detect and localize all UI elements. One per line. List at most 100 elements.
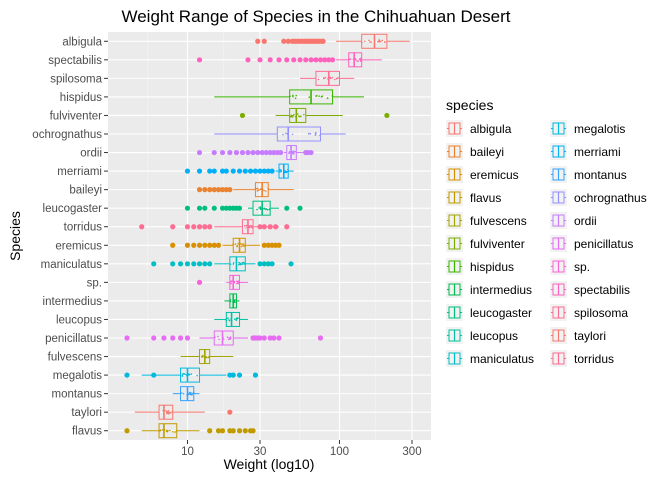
outlier-point <box>215 242 222 248</box>
outlier-point <box>261 224 267 230</box>
outlier-point <box>196 224 203 230</box>
outlier-point <box>211 242 217 248</box>
y-tick-label: leucopus <box>56 314 102 326</box>
outlier-point <box>191 242 197 248</box>
data-point <box>264 208 267 211</box>
outlier-point <box>124 428 130 434</box>
legend-label: spectabilis <box>574 283 630 297</box>
data-point <box>282 133 284 136</box>
data-point <box>245 224 248 227</box>
legend: species albigula baileyi eremicus flavus ful… <box>446 97 647 367</box>
outlier-point <box>230 168 236 174</box>
y-tick-label: hispidus <box>60 92 102 104</box>
outlier-point <box>291 57 297 63</box>
data-point <box>166 411 168 414</box>
data-point <box>236 245 239 247</box>
legend-item: leucogaster <box>446 304 532 321</box>
legend-label: flavus <box>470 191 501 205</box>
box-spectabilis <box>196 52 382 68</box>
legend-label: baileyi <box>470 145 504 159</box>
data-point <box>259 207 262 209</box>
y-tick-label: ordii <box>80 148 102 160</box>
y-tick-label: fulviventer <box>50 110 103 122</box>
outlier-point <box>184 205 191 211</box>
outlier-point <box>276 57 282 63</box>
data-point <box>236 280 238 283</box>
outlier-point <box>269 261 275 267</box>
outlier-point <box>261 168 267 174</box>
legend-label: maniculatus <box>470 352 534 366</box>
outlier-point <box>211 168 217 174</box>
outlier-point <box>250 149 256 156</box>
outlier-point <box>284 205 290 211</box>
box-sp <box>196 274 248 290</box>
data-point <box>256 208 258 211</box>
data-point <box>322 77 325 79</box>
outlier-point <box>317 335 324 341</box>
data-point <box>190 391 192 394</box>
data-point <box>287 152 290 155</box>
data-point <box>230 281 233 283</box>
legend-item: torridus <box>550 350 614 367</box>
outlier-point <box>261 261 267 267</box>
data-point <box>266 208 269 211</box>
outlier-point <box>326 57 332 63</box>
data-point <box>285 132 287 135</box>
outlier-point <box>184 261 191 267</box>
data-point <box>201 356 204 358</box>
box-fulviventer <box>239 107 390 123</box>
legend-item: megalotis <box>550 120 625 137</box>
x-tick-label: 30 <box>254 446 267 458</box>
outlier-point <box>239 149 246 156</box>
outlier-point <box>207 242 213 248</box>
data-point <box>240 245 243 248</box>
data-point <box>174 431 176 433</box>
data-point <box>228 338 231 340</box>
outlier-point <box>219 428 226 434</box>
outlier-point <box>259 149 265 156</box>
box-ordii <box>196 145 314 161</box>
outlier-point <box>267 335 273 341</box>
box-spilosoma <box>300 70 355 86</box>
data-point <box>233 280 236 283</box>
box-iqr <box>213 330 234 346</box>
data-point <box>256 187 259 190</box>
outlier-point <box>139 224 145 230</box>
outlier-point <box>227 187 233 193</box>
data-point <box>187 393 190 396</box>
data-point <box>259 188 262 190</box>
legend-item: baileyi <box>446 143 504 160</box>
outlier-point <box>308 57 314 63</box>
data-point <box>307 132 310 135</box>
box-iqr <box>158 423 178 439</box>
data-point <box>222 338 225 340</box>
data-point <box>239 243 242 245</box>
outlier-point <box>196 187 203 193</box>
box-torridus <box>139 219 290 235</box>
box-ochrognathus <box>214 126 346 142</box>
outlier-point <box>219 187 226 193</box>
outlier-point <box>284 224 290 230</box>
box-iqr <box>276 126 321 142</box>
box-montanus <box>172 386 200 402</box>
data-point <box>258 189 260 191</box>
data-point <box>293 113 295 116</box>
data-point <box>182 373 184 375</box>
legend-label: sp. <box>574 260 590 274</box>
outlier-point <box>265 261 271 267</box>
data-point <box>232 262 235 264</box>
legend-item: fulvescens <box>446 212 527 229</box>
y-tick-labels: albigula spectabilis spilosoma hispidus fulv… <box>32 36 108 438</box>
data-point <box>172 430 174 433</box>
data-point <box>331 76 334 79</box>
data-point <box>293 150 295 152</box>
legend-item: merriami <box>550 143 621 160</box>
data-point <box>384 41 386 43</box>
x-tick-labels: 10 30 100 300 <box>181 440 422 458</box>
legend-item: albigula <box>446 120 512 137</box>
legend-label: fulviventer <box>470 237 525 251</box>
legend-item: flavus <box>446 189 501 206</box>
data-point <box>300 115 302 117</box>
outlier-point <box>322 57 328 63</box>
legend-item: leucopus <box>446 327 518 344</box>
